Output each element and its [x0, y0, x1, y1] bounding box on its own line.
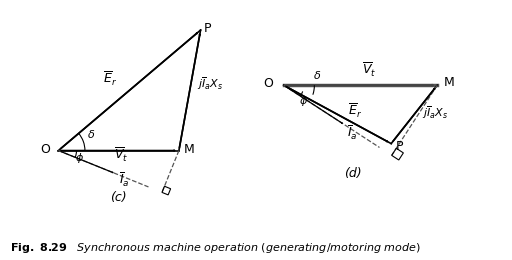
- Text: $\phi$: $\phi$: [299, 94, 308, 108]
- Text: M: M: [184, 143, 195, 156]
- Text: $\mathbf{Fig.\ 8.29}$$\quad$$\mathit{Synchronous\ machine\ operation\ (generatin: $\mathbf{Fig.\ 8.29}$$\quad$$\mathit{Syn…: [10, 241, 421, 255]
- Text: $j\overline{I}_a X_s$: $j\overline{I}_a X_s$: [197, 75, 223, 92]
- Text: M: M: [443, 76, 454, 89]
- Text: $j\overline{I}_a X_s$: $j\overline{I}_a X_s$: [422, 105, 448, 121]
- Text: (c): (c): [111, 191, 127, 204]
- Text: $\delta$: $\delta$: [313, 69, 321, 81]
- Text: $\overline{E}_r$: $\overline{E}_r$: [103, 70, 117, 88]
- Text: P: P: [396, 140, 403, 153]
- Text: $\overline{I}_a$: $\overline{I}_a$: [119, 171, 130, 189]
- Text: P: P: [204, 22, 211, 35]
- Text: $\overline{V}_t$: $\overline{V}_t$: [114, 146, 129, 164]
- Text: $\overline{E}_r$: $\overline{E}_r$: [348, 102, 362, 120]
- Text: O: O: [40, 143, 50, 156]
- Text: $\phi$: $\phi$: [75, 151, 84, 165]
- Text: O: O: [263, 77, 273, 90]
- Text: (d): (d): [344, 167, 361, 180]
- Text: $\overline{I}_a$: $\overline{I}_a$: [347, 124, 357, 142]
- Text: $\delta$: $\delta$: [88, 128, 96, 140]
- Text: $\overline{V}_t$: $\overline{V}_t$: [362, 60, 377, 79]
